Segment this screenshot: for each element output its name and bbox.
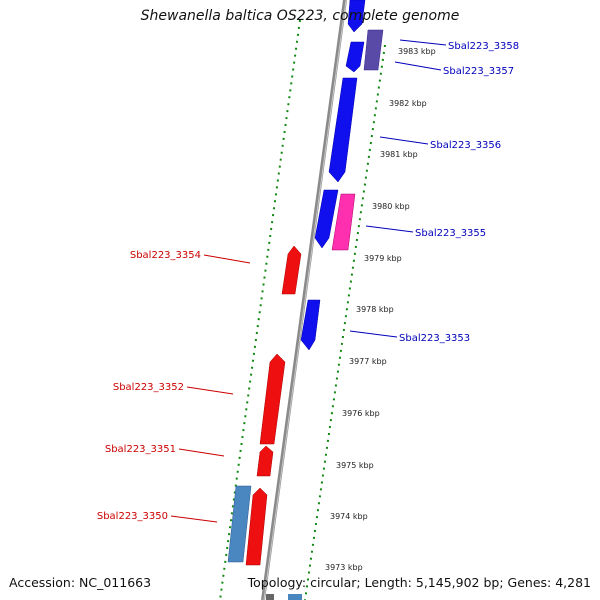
- genome-title: Shewanella baltica OS223, complete genom…: [140, 8, 460, 24]
- kbp-tick-label: 3976 kbp: [342, 409, 380, 418]
- gene-sbal223-3352[interactable]: [259, 353, 286, 445]
- gene-label-leader: [379, 136, 429, 145]
- gene-sbal223-3351[interactable]: [256, 445, 274, 477]
- kbp-tick-label: 3977 kbp: [349, 357, 387, 366]
- gene-label-forward[interactable]: Sbal223_3356: [430, 140, 501, 151]
- gene-label-leader: [178, 448, 225, 457]
- gene-label-reverse[interactable]: Sbal223_3352: [113, 382, 184, 393]
- gene-label-reverse[interactable]: Sbal223_3354: [130, 250, 201, 261]
- gene-label-leader: [399, 39, 447, 46]
- gene-label-leader: [394, 61, 442, 71]
- outer-ring-right: [304, 44, 386, 600]
- gene-sbal223-3350[interactable]: [245, 487, 268, 566]
- gene-label-forward[interactable]: Sbal223_3355: [415, 228, 486, 239]
- kbp-tick-label: 3978 kbp: [356, 305, 394, 314]
- gene-sbal223-3358-dark[interactable]: [363, 29, 384, 71]
- gene-sbal223-3358[interactable]: [347, 0, 366, 33]
- gene-sbal223-3355[interactable]: [331, 193, 356, 251]
- summary-text: Topology: circular; Length: 5,145,902 bp…: [247, 575, 591, 590]
- gene-sbal223-3350-pseudo[interactable]: [227, 485, 252, 563]
- accession-text: Accession: NC_011663: [9, 575, 152, 590]
- gene-label-leader: [203, 254, 251, 264]
- gene-sbal223-3357[interactable]: [345, 41, 365, 73]
- gene-sbal223-3353[interactable]: [300, 299, 321, 351]
- kbp-tick-label: 3983 kbp: [398, 47, 436, 56]
- kbp-tick-label: 3973 kbp: [325, 563, 363, 572]
- kbp-tick-label: 3975 kbp: [336, 461, 374, 470]
- gene-sbal223-3354[interactable]: [281, 245, 302, 295]
- gene-label-forward[interactable]: Sbal223_3357: [443, 66, 514, 77]
- gene-label-leader: [349, 330, 398, 338]
- genome-backbone: [261, 0, 347, 600]
- kbp-tick-label: 3980 kbp: [372, 202, 410, 211]
- gene-sbal223-3355a[interactable]: [314, 189, 339, 249]
- gene-label-leader: [186, 386, 234, 395]
- gene-label-reverse[interactable]: Sbal223_3350: [97, 511, 168, 522]
- gene-label-forward[interactable]: Sbal223_3353: [399, 333, 470, 344]
- kbp-tick-label: 3979 kbp: [364, 254, 402, 263]
- gene-label-reverse[interactable]: Sbal223_3351: [105, 444, 176, 455]
- kbp-tick-label: 3982 kbp: [389, 99, 427, 108]
- gene-label-leader: [365, 225, 414, 233]
- kbp-tick-label: 3974 kbp: [330, 512, 368, 521]
- gene-label-forward[interactable]: Sbal223_3358: [448, 41, 519, 52]
- gene-labels: Sbal223_3358 Sbal223_3357 Sbal223_3356 Sbal…: [97, 39, 519, 523]
- genome-backbone-highlight: [263, 0, 347, 600]
- kbp-scale: 3973 kbp 3974 kbp 3975 kbp 3976 kbp 3977 kbp…: [325, 47, 436, 572]
- kbp-tick-label: 3981 kbp: [380, 150, 418, 159]
- gene-label-leader: [170, 515, 218, 523]
- gene-sbal223-3356[interactable]: [328, 77, 358, 183]
- gene-bottom-blue[interactable]: [288, 594, 302, 600]
- gene-track: [227, 0, 384, 600]
- gene-bottom-dark[interactable]: [266, 594, 274, 600]
